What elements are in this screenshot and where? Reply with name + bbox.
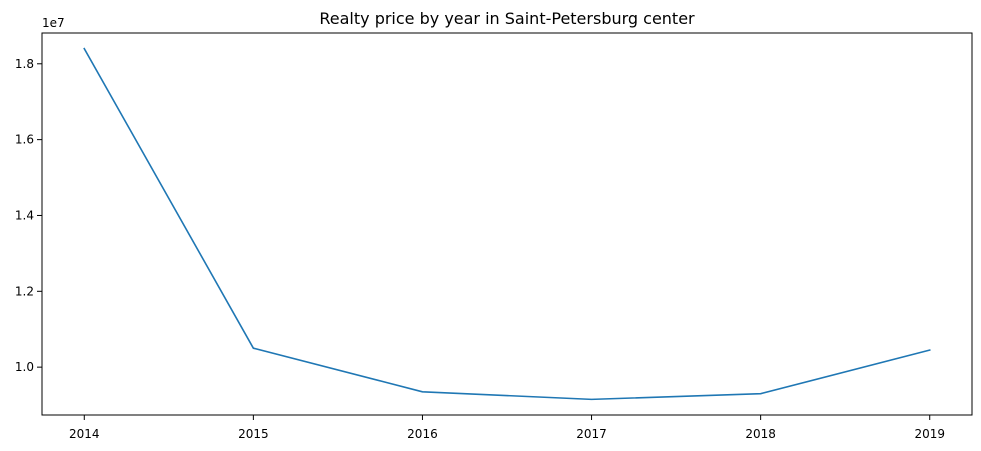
- x-tick-label: 2018: [745, 427, 776, 441]
- y-axis-ticks: 1.0 1.2 1.4 1.6 1.8: [15, 57, 42, 374]
- y-tick-label: 1.8: [15, 57, 34, 71]
- y-axis-offset-label: 1e7: [42, 16, 65, 30]
- x-tick-label: 2014: [69, 427, 100, 441]
- x-tick-label: 2019: [914, 427, 945, 441]
- x-tick-label: 2016: [407, 427, 438, 441]
- y-tick-label: 1.0: [15, 360, 34, 374]
- x-tick-label: 2017: [576, 427, 607, 441]
- chart-title: Realty price by year in Saint-Petersburg…: [319, 9, 695, 28]
- series-line: [83, 47, 931, 401]
- x-tick-label: 2015: [238, 427, 269, 441]
- plot-frame: [41, 32, 973, 416]
- y-tick-label: 1.4: [15, 208, 34, 222]
- y-tick-label: 1.6: [15, 133, 34, 147]
- x-axis-ticks: 2014 2015 2016 2017 2018 2019: [69, 415, 945, 441]
- series-layer: [83, 47, 931, 401]
- y-tick-label: 1.2: [15, 284, 34, 298]
